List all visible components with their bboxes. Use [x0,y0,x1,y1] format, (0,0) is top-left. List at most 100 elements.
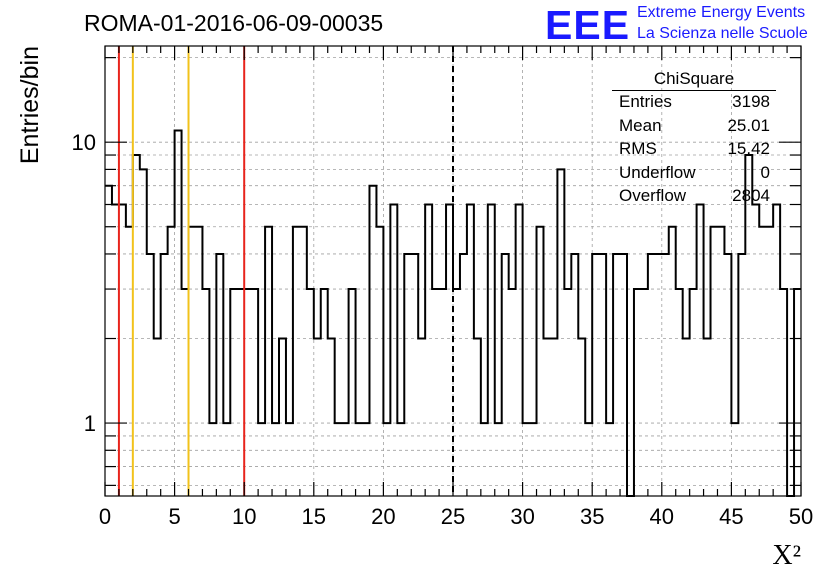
histogram-bin [140,169,147,496]
stat-value-underflow: 0 [760,163,770,182]
histogram-bin [147,254,154,496]
histogram-bin [523,423,530,496]
histogram-bin [745,155,752,496]
histogram-bin [690,289,697,496]
histogram-bin [175,131,182,496]
histogram-bin [418,339,425,496]
histogram-bin [272,423,279,496]
histogram-bin [244,289,251,496]
y-axis-label: Entries/bin [16,46,44,164]
histogram-bin [662,254,669,496]
x-tick-label: 35 [580,504,604,529]
histogram-bin [154,339,161,496]
histogram-bin [794,289,801,496]
histogram-bin [209,423,216,496]
histogram-bin [258,423,265,496]
x-tick-label: 30 [510,504,534,529]
x-tick-label: 20 [371,504,395,529]
histogram-bin [237,289,244,496]
x-tick-label: 0 [99,504,111,529]
logo-tagline-2: La Scienza nelle Scuole [637,25,808,42]
x-axis-label: X² [772,540,801,571]
histogram-bin [404,254,411,496]
histogram-bin [592,254,599,496]
histogram-bin [335,423,342,496]
histogram-bin [265,227,272,496]
histogram-bin [189,227,196,496]
x-tick-label: 25 [441,504,465,529]
y-tick-label: 1 [84,411,96,436]
histogram-bin [543,339,550,496]
histogram-bin [182,289,189,496]
x-tick-label: 5 [168,504,180,529]
stats-divider [612,90,776,91]
run-title: ROMA-01-2016-06-09-00035 [84,10,384,36]
x-tick-label: 15 [302,504,326,529]
histogram-bin [251,289,258,496]
histogram-bin [648,254,655,496]
histogram-bin [453,289,460,496]
histogram-bin [655,254,662,496]
histogram-bin [731,423,738,496]
histogram-bin [669,227,676,496]
stat-value-rms: 15.42 [727,139,770,158]
stat-label-overflow: Overflow [619,186,687,205]
histogram-bin [717,227,724,496]
histogram-bin [300,227,307,496]
histogram-bin [439,289,446,496]
histogram-bin [606,423,613,496]
histogram-bin [363,423,370,496]
histogram-bin [704,339,711,496]
histogram-bin [390,204,397,496]
histogram-bin [126,227,133,496]
histogram-bin [168,227,175,496]
histogram-bin [488,204,495,496]
histogram-bin [620,254,627,496]
histogram-bin [446,204,453,496]
histogram-bin [369,186,376,496]
histogram-bin [724,254,731,496]
histogram-bin [460,254,467,496]
stat-value-entries: 3198 [732,92,770,111]
histogram-bin [752,204,759,496]
histogram-bin [216,254,223,496]
histogram-bin [571,254,578,496]
histogram-bin [314,339,321,496]
histogram-bin [474,339,481,496]
histogram-bin [697,204,704,496]
x-tick-label: 50 [789,504,813,529]
histogram-bin [342,423,349,496]
x-tick-label: 10 [232,504,256,529]
stat-value-overflow: 2804 [732,186,770,205]
histogram-bin [223,423,230,496]
reference-lines-layer [117,46,454,496]
logo-tagline-1: Extreme Energy Events [637,4,806,21]
histogram-bin [502,254,509,496]
histogram-bin [537,227,544,496]
histogram-bin [683,339,690,496]
histogram-bin [133,155,140,496]
histogram-bin [773,204,780,496]
histogram-bin [376,227,383,496]
ticks-layer [104,46,802,496]
y-tick-label: 10 [72,130,96,155]
stat-label-underflow: Underflow [619,163,696,182]
histogram-bin [425,204,432,496]
histogram-bin [321,289,328,496]
histogram-bin [530,423,537,496]
histogram-bin [112,204,119,496]
histogram-bin [119,204,126,496]
histogram-bin [766,227,773,496]
histogram-bin [599,254,606,496]
histogram-bin [397,423,404,496]
histogram-bin [195,227,202,496]
histogram-bin [105,186,112,496]
eee-logo: EEE [545,2,631,48]
histogram-bin [293,227,300,496]
stats-title: ChiSquare [653,69,735,88]
histogram-bin [759,227,766,496]
tick-labels-layer: 0 5 10 15 20 25 30 35 40 45 50 1 10 [72,130,814,529]
histogram-bin [738,254,745,496]
histogram-bin [509,289,516,496]
